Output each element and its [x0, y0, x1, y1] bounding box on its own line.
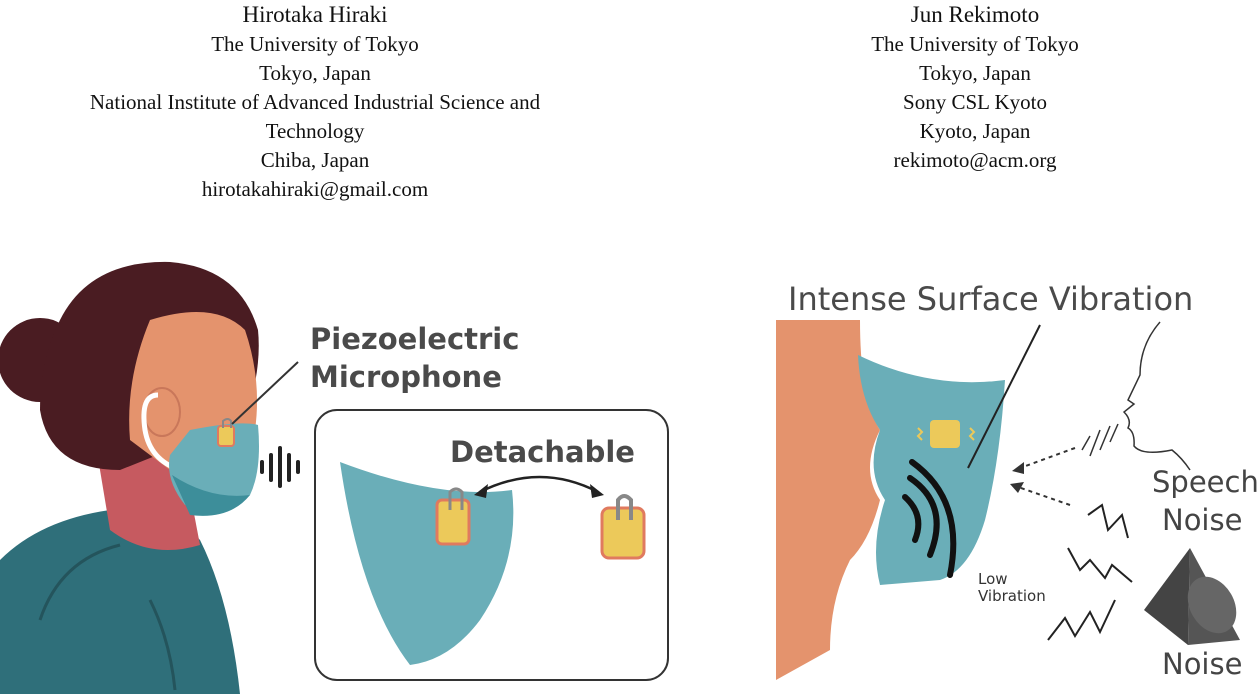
detachable-label: Detachable [450, 435, 635, 469]
author-email: hirotakahiraki@gmail.com [201, 177, 429, 201]
woman-illustration [0, 261, 259, 694]
label-pointer-line [231, 361, 299, 425]
shirt-shape [0, 509, 240, 694]
noise-arrow [1017, 486, 1071, 506]
author-affiliation-line: National Institute of Advanced Industria… [89, 90, 541, 114]
sensor-small-icon [217, 425, 235, 447]
title-pointer-line [967, 324, 1041, 469]
author-affiliation-line: Sony CSL Kyoto [903, 90, 1047, 114]
mask-side-shape [858, 355, 1005, 585]
speech-noise-label-2: Noise [1162, 503, 1242, 537]
author-affiliation-line: The University of Tokyo [871, 32, 1079, 56]
speech-lines-icon [1081, 423, 1119, 457]
author-affiliation-line: Technology [265, 119, 365, 143]
author-block-2: Jun Rekimoto The University of Tokyo Tok… [800, 0, 1150, 175]
speaker-head-outline [1122, 321, 1191, 471]
author-affiliation-line: Tokyo, Japan [259, 61, 371, 85]
author-affiliation-line: Kyoto, Japan [919, 119, 1031, 143]
vibration-arcs-icon [902, 459, 957, 578]
author-affiliation-line: Chiba, Japan [260, 148, 370, 172]
microphone-label-line-1: Piezoelectric [310, 322, 519, 356]
double-arrow [479, 475, 599, 494]
noise-label: Noise [1162, 647, 1242, 681]
low-vibration-label-2: Vibration [978, 587, 1046, 605]
surface-vibration-title: Intense Surface Vibration [788, 280, 1193, 318]
sensor-attached-icon [435, 498, 471, 546]
microphone-label-line-2: Microphone [310, 360, 502, 394]
sensor-detached-icon [600, 506, 646, 560]
sensor-side-icon [930, 420, 960, 448]
author-affiliation-line: The University of Tokyo [211, 32, 419, 56]
speech-arrow [1019, 447, 1076, 469]
author-affiliation-line: Tokyo, Japan [919, 61, 1031, 85]
author-name: Hirotaka Hiraki [242, 2, 388, 27]
low-vibration-label-1: Low [978, 570, 1008, 588]
author-email: rekimoto@acm.org [893, 148, 1057, 172]
noise-waves-icon [1047, 503, 1133, 641]
sound-wave-icon [260, 446, 300, 488]
author-block-1: Hirotaka Hiraki The University of Tokyo … [0, 0, 630, 204]
face-profile-illustration [776, 320, 880, 680]
speech-noise-label-1: Speech [1152, 465, 1258, 499]
author-name: Jun Rekimoto [910, 2, 1040, 27]
